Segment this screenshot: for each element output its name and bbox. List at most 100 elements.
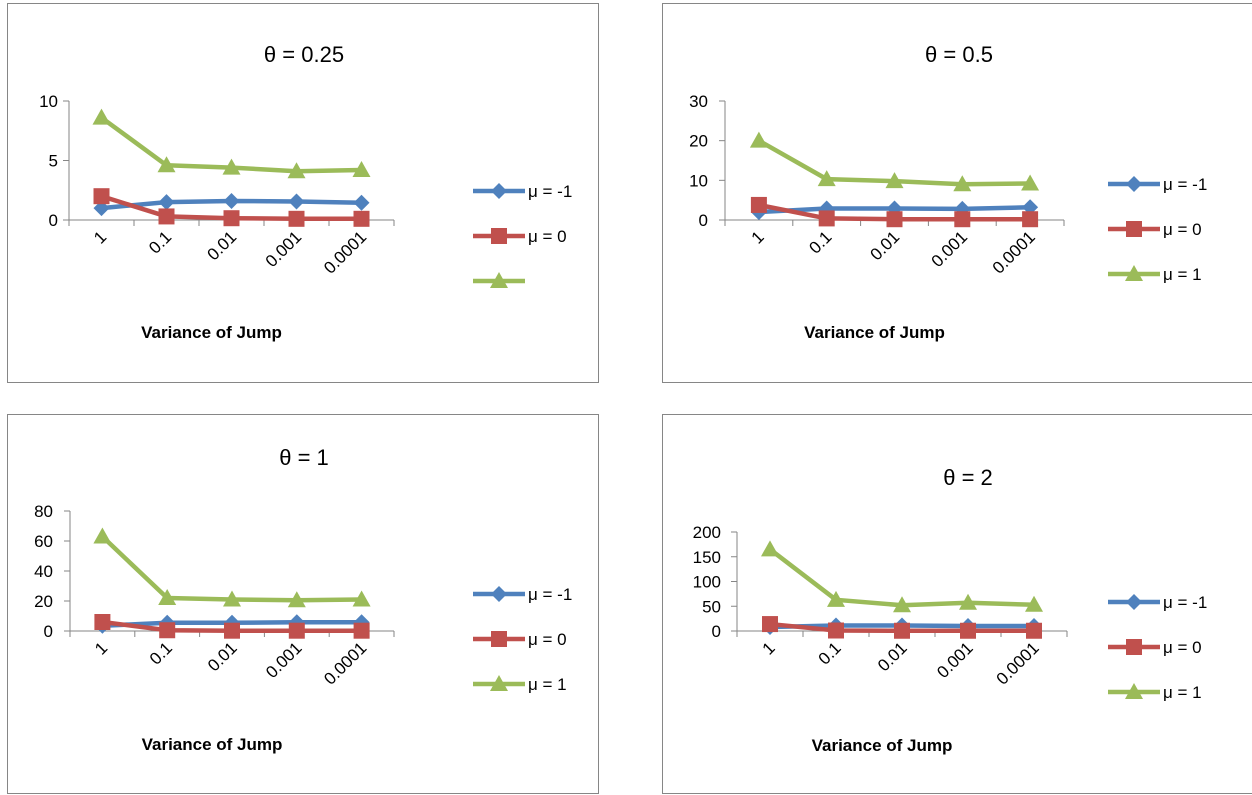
legend-label: μ = -1 <box>1163 175 1207 194</box>
y-tick-label: 0 <box>44 622 53 641</box>
series-group <box>93 188 370 227</box>
data-point <box>960 622 976 639</box>
y-tick-label: 30 <box>689 92 708 111</box>
data-point <box>93 527 112 544</box>
data-point <box>158 194 175 211</box>
x-tick-label: 1 <box>748 227 768 247</box>
legend-item: μ = -1 <box>473 585 572 604</box>
x-tick-label: 0.01 <box>203 227 240 264</box>
legend-marker <box>1126 221 1142 237</box>
legend-label: μ = -1 <box>528 585 572 604</box>
x-axis-title: Variance of Jump <box>804 323 945 342</box>
data-point <box>92 108 111 125</box>
series-group <box>92 108 371 179</box>
chart-panel-theta-1: θ = 1 0 20 40 60 80 1 0.1 0.01 0.001 0.0001 Varianc… <box>7 414 599 794</box>
y-tick-label: 150 <box>693 548 721 567</box>
legend-label: μ = -1 <box>528 182 572 201</box>
data-point <box>157 156 176 173</box>
chart-title: θ = 0.25 <box>264 42 344 67</box>
data-point <box>750 196 767 213</box>
chart-title: θ = 1 <box>279 445 329 470</box>
legend-item: μ = 0 <box>1108 638 1202 657</box>
legend-label: μ = 0 <box>1163 638 1202 657</box>
data-point <box>222 158 241 175</box>
legend-label: μ = -1 <box>1163 593 1207 612</box>
data-point <box>353 622 370 639</box>
y-tick-label: 5 <box>49 152 58 171</box>
x-tick-label: 0.01 <box>874 638 911 675</box>
legend-label: μ = 1 <box>1163 265 1202 284</box>
chart-svg: θ = 0.25 0 5 10 1 0.1 0.01 0.001 0.0001 Variance … <box>39 42 572 342</box>
legend-item: μ = 0 <box>1108 220 1202 239</box>
data-point <box>1026 622 1042 639</box>
legend-item: μ = 0 <box>473 227 567 246</box>
y-tick-label: 50 <box>702 597 721 616</box>
y-tick-label: 10 <box>689 171 708 190</box>
data-point <box>749 131 768 148</box>
data-point <box>158 589 177 605</box>
chart-svg: θ = 1 0 20 40 60 80 1 0.1 0.01 0.001 0.0001 Varianc… <box>34 445 572 754</box>
series-group <box>94 614 370 639</box>
chart-panel-theta-2: θ = 2 0 50 100 150 200 1 0.1 0.01 0.001 0.0001 Vari… <box>662 414 1252 794</box>
data-point <box>287 591 306 608</box>
data-point <box>288 622 305 639</box>
chart-svg: θ = 0.5 0 10 20 30 1 0.1 0.01 0.001 0.0001 Varianc… <box>689 42 1207 342</box>
data-point <box>817 170 836 187</box>
data-point <box>893 596 911 613</box>
x-tick-label: 0.1 <box>145 227 175 257</box>
x-tick-label: 0.01 <box>204 638 241 675</box>
y-tick-label: 20 <box>689 132 708 151</box>
legend-item: μ = 1 <box>1108 265 1202 284</box>
x-tick-label: 1 <box>759 638 779 658</box>
data-point <box>894 622 910 639</box>
series-group <box>762 616 1042 639</box>
data-point <box>224 622 240 639</box>
legend-marker <box>1125 265 1143 281</box>
data-point <box>1021 174 1040 191</box>
data-point <box>353 194 370 211</box>
data-point <box>223 210 240 227</box>
legend-item: μ = -1 <box>473 182 572 201</box>
data-point <box>953 175 972 192</box>
legend-marker <box>491 631 507 647</box>
legend-item: μ = 0 <box>473 630 567 649</box>
legend-marker <box>491 183 507 199</box>
chart-panel-theta-0-25: θ = 0.25 0 5 10 1 0.1 0.01 0.001 0.0001 Variance … <box>7 3 599 383</box>
data-point <box>352 590 371 607</box>
series-group <box>761 540 1043 613</box>
data-point <box>93 188 110 205</box>
data-point <box>885 172 904 189</box>
data-point <box>223 590 241 607</box>
x-axis-title: Variance of Jump <box>812 736 953 755</box>
legend-item: μ = -1 <box>1108 593 1207 612</box>
data-point <box>1022 211 1039 228</box>
data-point <box>828 622 844 639</box>
x-axis-title: Variance of Jump <box>142 735 283 754</box>
x-tick-label: 1 <box>90 227 110 247</box>
legend-marker <box>1125 683 1143 699</box>
legend-label: μ = 1 <box>528 675 567 694</box>
chart-title: θ = 2 <box>943 465 993 490</box>
data-point <box>762 616 778 633</box>
legend-label: μ = 0 <box>528 630 567 649</box>
y-tick-label: 10 <box>39 92 58 111</box>
series-group <box>93 527 371 608</box>
x-tick-label: 0.1 <box>146 638 176 668</box>
y-tick-label: 40 <box>34 562 53 581</box>
data-point <box>158 208 175 225</box>
legend-label: μ = 0 <box>528 227 567 246</box>
data-point <box>352 161 371 178</box>
legend-item: μ = 1 <box>1108 683 1202 702</box>
data-point <box>954 211 971 228</box>
legend-item: μ = 1 <box>473 675 567 694</box>
legend-marker <box>1126 594 1142 610</box>
x-tick-label: 0.001 <box>928 227 972 271</box>
data-point <box>159 622 176 639</box>
data-point <box>288 193 305 210</box>
data-point <box>1025 595 1043 612</box>
y-tick-label: 20 <box>34 592 53 611</box>
x-tick-label: 0.0001 <box>320 227 370 277</box>
y-tick-label: 0 <box>49 211 58 230</box>
series-group <box>750 196 1039 228</box>
x-tick-label: 0.001 <box>933 638 977 682</box>
